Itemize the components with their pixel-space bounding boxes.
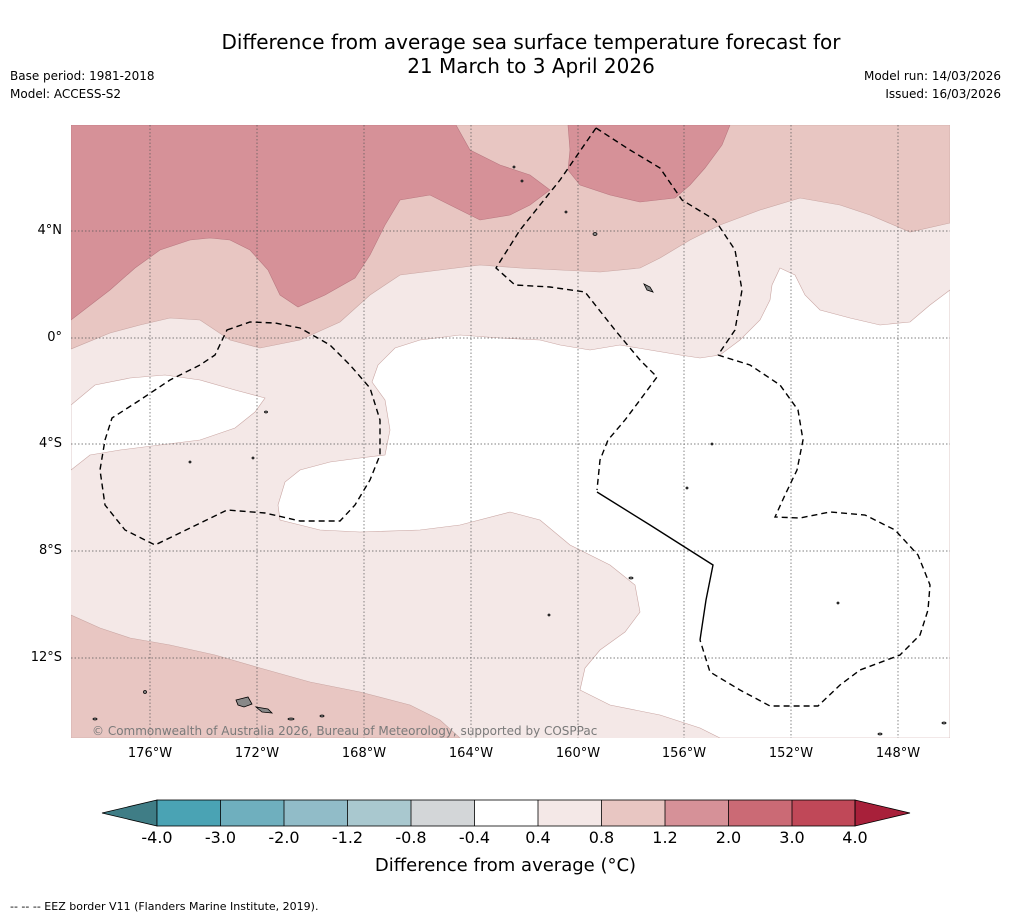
anomaly-band-1.2-2.0-north xyxy=(567,125,731,203)
colorbar-segment xyxy=(474,800,538,826)
island-small xyxy=(628,576,634,580)
colorbar-dividers xyxy=(220,800,793,826)
anomaly-band-1.2-2.0-northwest xyxy=(71,125,551,321)
colorbar-outline xyxy=(156,799,856,827)
islands xyxy=(92,165,947,736)
colorbar-tick: -0.8 xyxy=(395,828,427,847)
colorbar-tick: -3.0 xyxy=(204,828,237,847)
chart-title: Difference from average sea surface temp… xyxy=(131,30,931,78)
colorbar-segment xyxy=(665,800,729,826)
colorbar-tick: 2.0 xyxy=(715,828,742,847)
island-small xyxy=(319,714,325,718)
title-line-2: 21 March to 3 April 2026 xyxy=(407,54,655,78)
eez-border xyxy=(99,127,931,707)
anomaly-band-neutral-west xyxy=(71,374,266,471)
lon-label: 156°W xyxy=(661,746,707,761)
lat-label: 4°S xyxy=(38,436,62,451)
meta-right: Model run: 14/03/2026 Issued: 16/03/2026 xyxy=(864,67,1001,103)
meta-left: Base period: 1981-2018 Model: ACCESS-S2 xyxy=(10,67,155,103)
island-small xyxy=(143,690,147,694)
graticule xyxy=(71,125,950,738)
lat-label: 4°N xyxy=(37,223,63,238)
colorbar-tick: 0.8 xyxy=(588,828,615,847)
island-small xyxy=(264,410,268,414)
colorbar-segment xyxy=(728,800,792,826)
island-small xyxy=(512,165,516,169)
colorbar-tick: 1.2 xyxy=(652,828,678,847)
island-small xyxy=(592,232,598,236)
island-small xyxy=(685,486,689,490)
colorbar-segment xyxy=(347,800,411,826)
colorbar-segment xyxy=(411,800,475,826)
issued-date: Issued: 16/03/2026 xyxy=(885,87,1001,101)
colorbar-segment xyxy=(601,800,665,826)
island-small xyxy=(188,460,192,464)
island-small xyxy=(941,721,947,725)
model-run: Model run: 14/03/2026 xyxy=(863,69,1001,83)
island-small xyxy=(251,456,255,460)
colorbar-segment xyxy=(792,800,855,826)
lon-label: 164°W xyxy=(448,746,494,761)
lon-label: 168°W xyxy=(341,746,387,761)
lat-label: 8°S xyxy=(38,543,62,558)
lon-label: 176°W xyxy=(127,746,173,761)
colorbar-segment xyxy=(220,800,284,826)
base-period: Base period: 1981-2018 xyxy=(10,69,155,83)
anomaly-band-0.8-1.2-south xyxy=(71,614,461,738)
colorbar-segment xyxy=(538,800,602,826)
lon-label: 152°W xyxy=(768,746,814,761)
island-small xyxy=(287,717,295,721)
lat-label: 0° xyxy=(47,330,62,345)
island-small xyxy=(547,613,551,617)
lat-label: 12°S xyxy=(30,650,62,665)
colorbar-low-extension xyxy=(101,799,158,827)
island-upolu xyxy=(254,706,274,714)
copyright-notice: © Commonwealth of Australia 2026, Bureau… xyxy=(92,724,598,738)
colorbar-segment xyxy=(284,800,348,826)
colorbar-high-extension xyxy=(854,799,911,827)
colorbar-tick: 4.0 xyxy=(842,828,868,847)
lon-label: 160°W xyxy=(555,746,601,761)
boundary-line xyxy=(596,491,714,641)
colorbar-tick: 0.4 xyxy=(525,828,551,847)
colorbar-segment xyxy=(157,800,221,826)
lon-label: 172°W xyxy=(234,746,280,761)
island-small xyxy=(710,442,714,446)
island-small xyxy=(92,717,98,721)
colorbar-tick: -1.2 xyxy=(331,828,364,847)
colorbar-tick: -0.4 xyxy=(458,828,491,847)
colorbar-tick: -2.0 xyxy=(268,828,300,847)
model-name: Model: ACCESS-S2 xyxy=(10,87,122,101)
island-savaii xyxy=(235,696,253,708)
colorbar-tick: 3.0 xyxy=(779,828,805,847)
title-line-1: Difference from average sea surface temp… xyxy=(221,30,841,54)
eez-footnote: -- -- -- EEZ border V11 (Flanders Marine… xyxy=(10,900,319,913)
island-christmas xyxy=(643,283,654,293)
island-small xyxy=(836,601,840,605)
island-small xyxy=(564,210,568,214)
island-small xyxy=(877,732,883,736)
colorbar-tick: -4.0 xyxy=(141,828,173,847)
island-small xyxy=(520,179,524,183)
colorbar-label: Difference from average (°C) xyxy=(374,855,637,876)
lon-label: 148°W xyxy=(875,746,921,761)
